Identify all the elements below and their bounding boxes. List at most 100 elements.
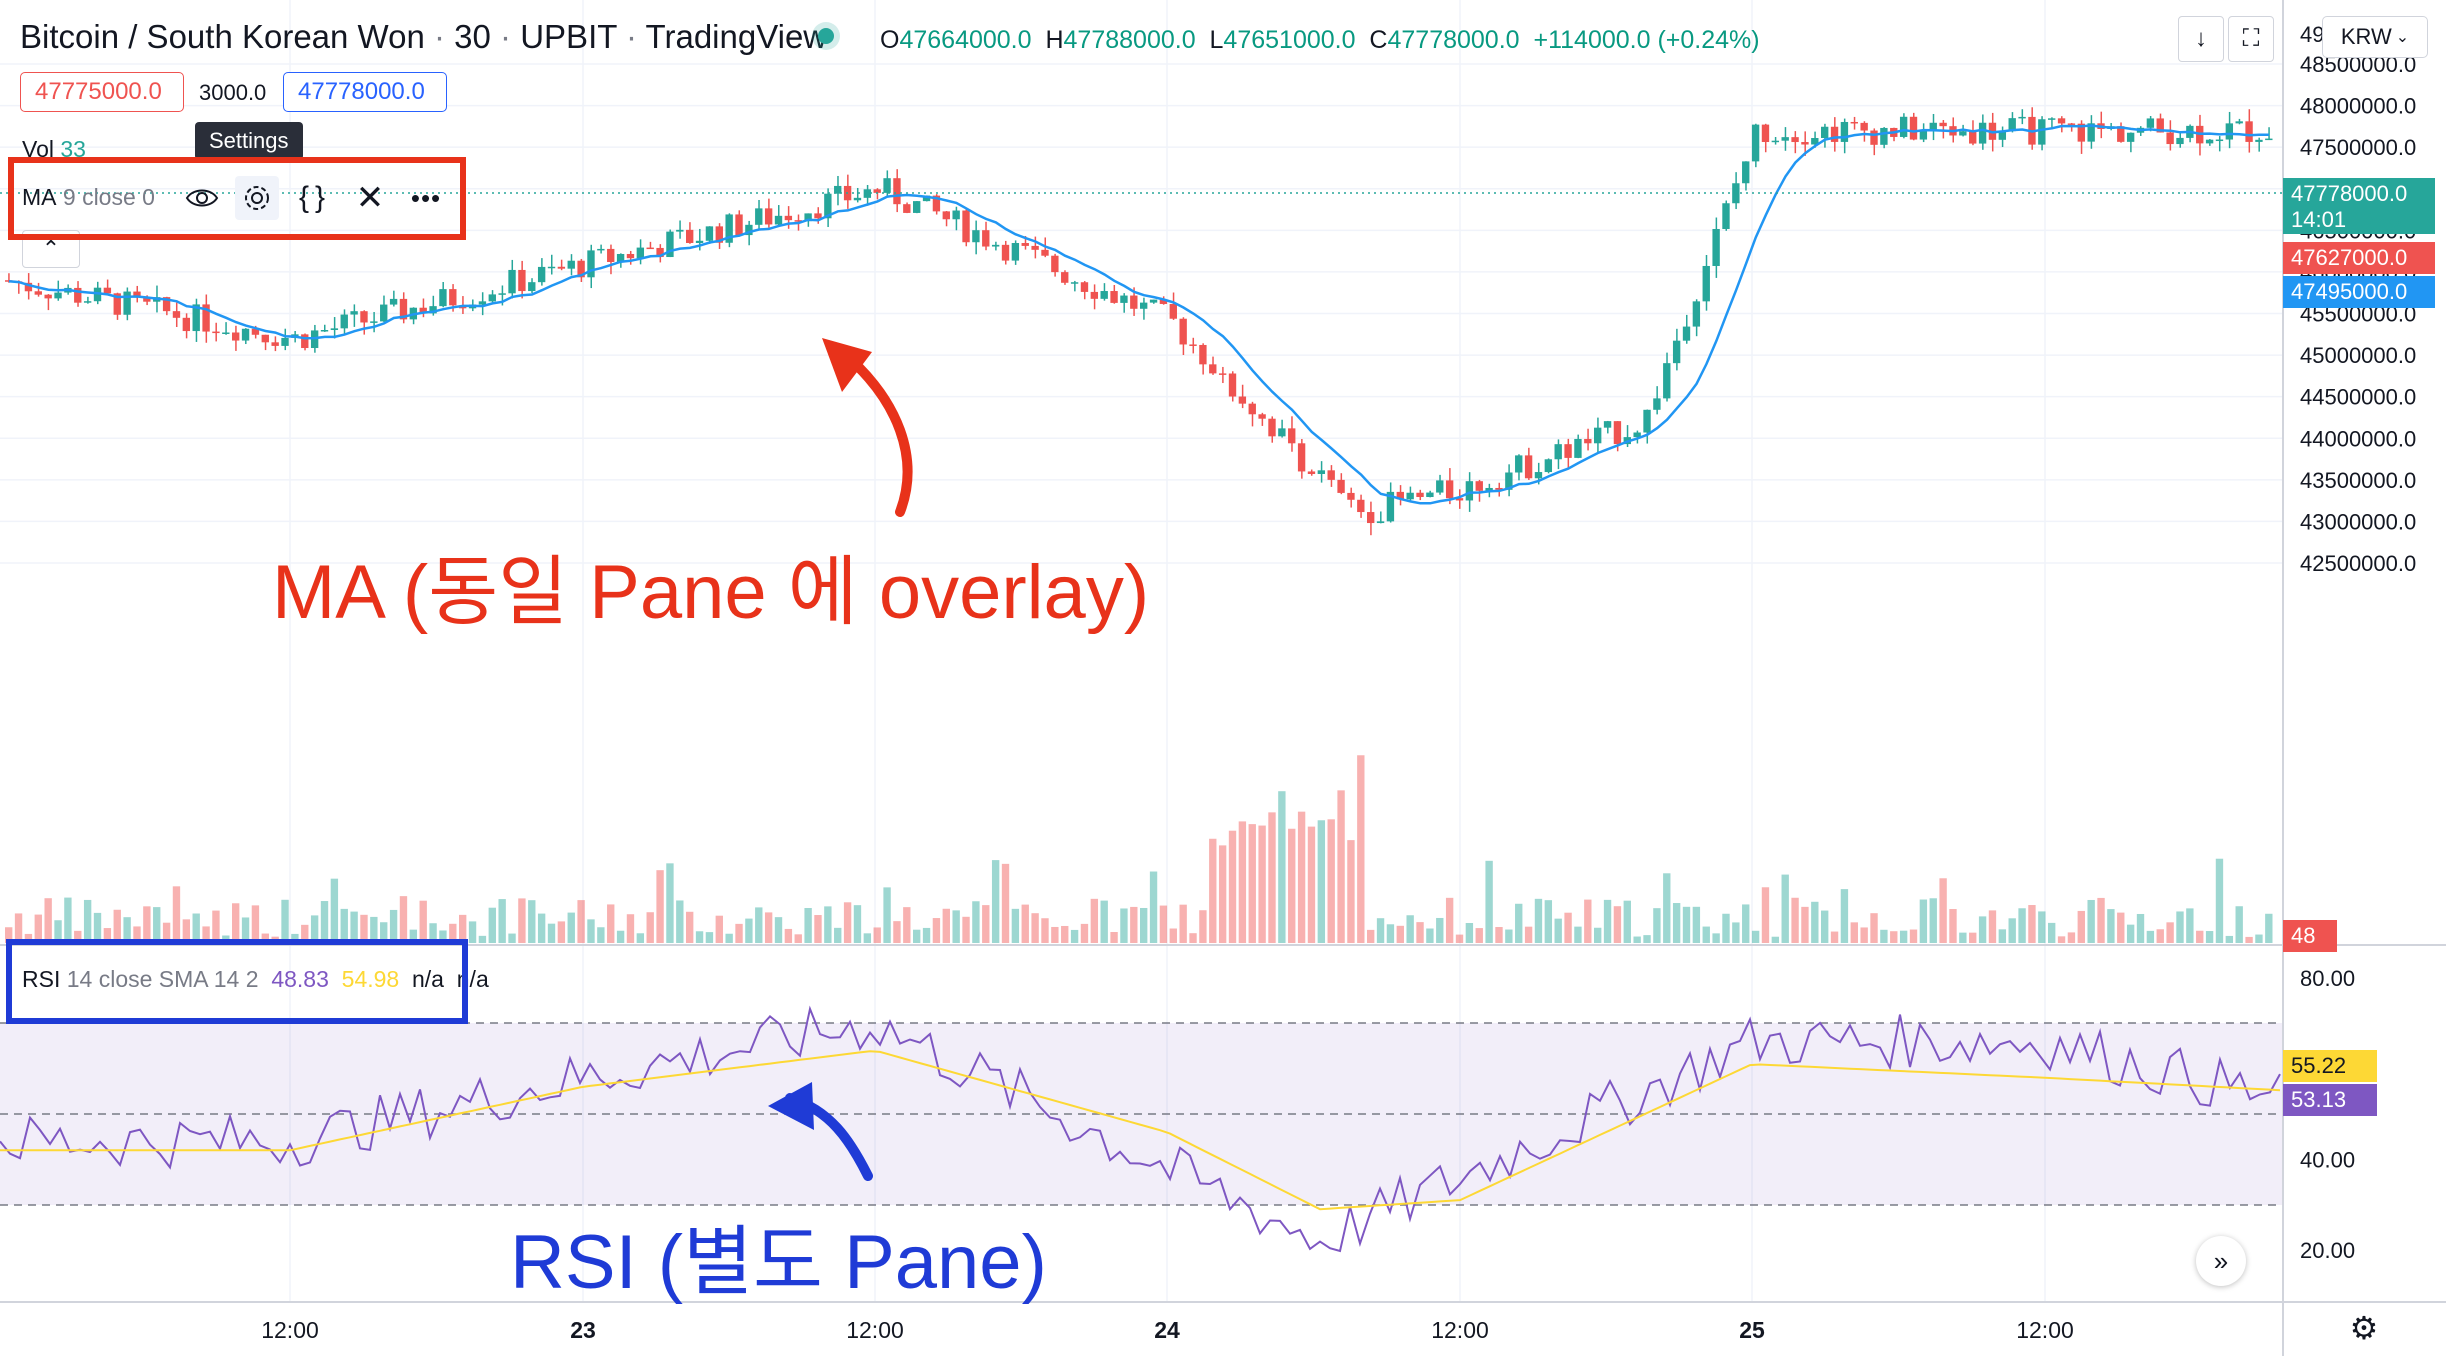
volume-bar — [745, 918, 753, 943]
volume-bar — [1554, 918, 1562, 943]
candle-body — [1317, 470, 1326, 474]
settings-gear-icon[interactable]: ⚙ — [2349, 1310, 2379, 1346]
candle-body — [2008, 118, 2016, 132]
volume-bar — [123, 917, 131, 943]
volume-bar — [972, 901, 980, 943]
fullscreen-icon[interactable]: ⛶ — [2228, 16, 2274, 62]
volume-bar — [893, 921, 901, 943]
candle-body — [54, 292, 62, 299]
candle-body — [1130, 295, 1138, 309]
eye-icon[interactable] — [180, 176, 224, 220]
volume-bar — [1149, 871, 1158, 943]
scroll-to-realtime-button[interactable]: » — [2196, 1236, 2246, 1286]
interval[interactable]: 30 — [454, 18, 491, 55]
close-icon[interactable]: ✕ — [355, 179, 385, 217]
volume-bar — [1978, 916, 1987, 943]
rsi-legend[interactable]: RSI 14 close SMA 14 2 48.83 54.98 n/a n/… — [22, 966, 489, 992]
sell-button[interactable]: 47775000.0 — [20, 72, 184, 112]
volume-bar — [853, 905, 862, 943]
candle-body — [824, 193, 832, 219]
candle-body — [626, 253, 635, 259]
time-tick-label: 24 — [1154, 1317, 1180, 1343]
volume-bar — [2235, 906, 2243, 943]
volume-bar — [932, 918, 941, 943]
volume-bar — [1712, 933, 1720, 943]
volume-bar — [419, 900, 427, 943]
candle-body — [1781, 137, 1789, 141]
candle-body — [1791, 137, 1799, 143]
volume-bar — [1130, 906, 1138, 943]
volume-bar — [2215, 858, 2224, 943]
volume-bar — [1288, 828, 1296, 943]
volume-bar — [1899, 930, 1908, 943]
price-tick-label: 44500000.0 — [2300, 385, 2416, 410]
candle-body — [557, 266, 566, 269]
candle-body — [666, 231, 674, 258]
volume-bar — [2255, 934, 2263, 943]
candle-body — [1594, 427, 1602, 444]
collapse-legend-button[interactable]: ⌃ — [22, 230, 80, 268]
candle-body — [1880, 127, 1888, 145]
volume-bar — [695, 931, 704, 943]
candle-body — [232, 332, 240, 341]
gear-icon[interactable] — [235, 176, 279, 220]
volume-bar — [824, 906, 832, 943]
volume-bar — [1357, 755, 1365, 943]
candle-body — [113, 293, 121, 315]
candle-body — [2235, 121, 2243, 124]
volume-bar — [498, 899, 506, 943]
candle-body — [1169, 303, 1177, 319]
grid — [0, 0, 2283, 1302]
market-status-icon[interactable] — [818, 28, 834, 44]
time-tick-label: 25 — [1739, 1317, 1765, 1343]
volume-bar — [1475, 928, 1483, 943]
candle-body — [528, 282, 536, 292]
volume-bar — [1653, 908, 1661, 943]
candle-body — [2018, 116, 2026, 119]
candle-body — [2176, 137, 2184, 145]
candle-body — [1584, 438, 1592, 444]
volume-bar — [922, 927, 931, 943]
candle-body — [932, 195, 941, 212]
candle-body — [2067, 123, 2076, 125]
more-icon[interactable]: ••• — [410, 182, 442, 213]
candle-body — [1959, 131, 1967, 136]
volume-bar — [814, 915, 822, 943]
rsi-sma-line — [0, 1050, 2281, 1211]
candle-body — [1426, 492, 1434, 498]
candle-body — [597, 248, 605, 251]
volume-bar — [459, 914, 467, 943]
volume-bar — [863, 933, 872, 943]
volume-bar — [44, 898, 52, 943]
volume-bar — [488, 907, 496, 943]
download-icon[interactable]: ↓ — [2178, 16, 2224, 62]
volume-bar — [1376, 918, 1385, 943]
candle-body — [2156, 118, 2164, 133]
time-tick-label: 12:00 — [1431, 1317, 1489, 1343]
symbol-name[interactable]: Bitcoin / South Korean Won — [20, 18, 425, 55]
candle-body — [1011, 243, 1020, 261]
candle-body — [607, 248, 615, 263]
volume-bar — [2107, 909, 2115, 943]
volume-bar — [113, 909, 121, 943]
candle-body — [537, 266, 546, 283]
volume-bar — [162, 922, 171, 943]
currency-select[interactable]: KRW ⌄ — [2322, 16, 2428, 58]
candle-body — [380, 304, 388, 322]
candle-body — [656, 247, 664, 258]
rsi-axis: 80.00 40.00 20.00 — [2300, 966, 2355, 1263]
chart-title[interactable]: Bitcoin / South Korean Won · 30 · UPBIT … — [20, 18, 828, 55]
ma-price-tag: 47627000.0 — [2283, 242, 2435, 274]
volume-bar — [1909, 929, 1918, 943]
candle-body — [1534, 472, 1543, 479]
volume-bar — [241, 917, 250, 943]
candle-body — [1297, 443, 1306, 472]
time-axis: 12:00 23 12:00 24 12:00 25 12:00 — [261, 1317, 2074, 1343]
ma-legend[interactable]: MA 9 close 0 — [22, 184, 155, 210]
buy-button[interactable]: 47778000.0 — [283, 72, 447, 112]
candle-body — [360, 311, 368, 323]
price-tick-label: 47500000.0 — [2300, 135, 2416, 160]
source-code-icon[interactable]: { } — [298, 181, 326, 214]
candle-body — [399, 298, 408, 320]
